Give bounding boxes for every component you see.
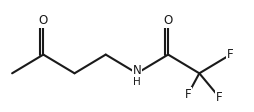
Text: F: F	[216, 91, 223, 104]
Text: N: N	[133, 64, 141, 77]
Text: O: O	[39, 14, 48, 27]
Text: F: F	[227, 48, 234, 61]
Text: F: F	[185, 88, 191, 101]
Text: O: O	[164, 14, 173, 27]
Text: H: H	[133, 77, 141, 87]
